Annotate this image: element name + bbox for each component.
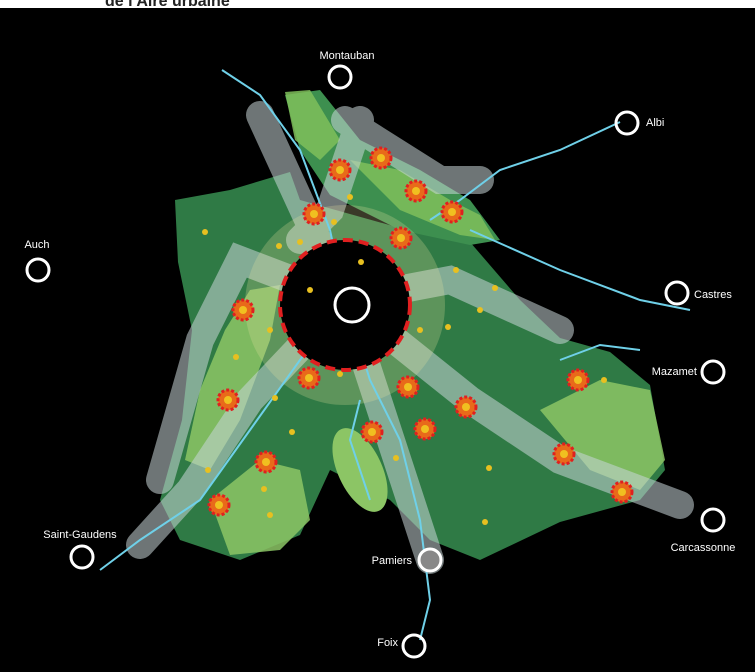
small-towns: [202, 194, 607, 525]
town-dot: [453, 267, 459, 273]
town-dot: [492, 285, 498, 291]
town-dot: [297, 239, 303, 245]
city-label: Mazamet: [652, 366, 697, 378]
pole-core: [574, 376, 582, 384]
town-dot: [261, 486, 267, 492]
town-dot: [486, 465, 492, 471]
light-patch: [350, 160, 495, 240]
town-dot: [393, 455, 399, 461]
city-marker: [417, 547, 443, 573]
town-dot: [233, 354, 239, 360]
city-marker: [700, 359, 726, 385]
pole-core: [462, 403, 470, 411]
corridor: [331, 106, 494, 194]
river: [559, 343, 641, 361]
light-patch: [285, 90, 340, 160]
town-dot: [276, 243, 282, 249]
town-dot: [331, 219, 337, 225]
pole-core: [421, 425, 429, 433]
town-dot: [477, 307, 483, 313]
city-label: Foix: [377, 637, 398, 649]
town-dot: [337, 371, 343, 377]
center-city: [333, 286, 371, 324]
town-dot: [267, 327, 273, 333]
light-patch: [540, 380, 665, 490]
town-dot: [601, 377, 607, 383]
pole-core: [412, 187, 420, 195]
pole-core: [305, 374, 313, 382]
city-label: Albi: [646, 117, 664, 129]
town-dot: [205, 467, 211, 473]
town-dot: [347, 194, 353, 200]
town-dot: [358, 259, 364, 265]
town-dot: [289, 429, 295, 435]
city-marker: [69, 544, 95, 570]
town-dot: [267, 512, 273, 518]
cities: Montauban Albi Auch Castres Mazamet Saint-Gau…: [24, 50, 736, 659]
pole-core: [377, 154, 385, 162]
city-marker: [700, 507, 726, 533]
pole-core: [368, 428, 376, 436]
city-marker: [401, 633, 427, 659]
town-dot: [307, 287, 313, 293]
corridor: [126, 286, 359, 559]
river: [348, 399, 371, 501]
pole-core: [224, 396, 232, 404]
poles: [207, 146, 634, 517]
town-dot: [272, 395, 278, 401]
center-ring: [278, 238, 412, 372]
pole-core: [215, 501, 223, 509]
city-label: Castres: [694, 289, 732, 301]
header-text: de l'Aire urbaine: [105, 0, 230, 10]
town-dot: [482, 519, 488, 525]
city-label: Carcassonne: [671, 542, 736, 554]
city-marker: [664, 280, 690, 306]
city-label: Auch: [24, 239, 49, 251]
city-label: Pamiers: [372, 555, 413, 567]
pole-core: [336, 166, 344, 174]
city-label: Montauban: [319, 50, 374, 62]
pole-core: [239, 306, 247, 314]
light-patch: [185, 285, 280, 470]
pole-core: [448, 208, 456, 216]
town-dot: [202, 229, 208, 235]
city-marker: [327, 64, 353, 90]
pole-core: [618, 488, 626, 496]
pole-core: [560, 450, 568, 458]
city-label: Saint-Gaudens: [43, 529, 117, 541]
pole-core: [404, 383, 412, 391]
pole-core: [262, 458, 270, 466]
town-dot: [417, 327, 423, 333]
pole-core: [397, 234, 405, 242]
light-patch: [210, 460, 310, 555]
pole-core: [310, 210, 318, 218]
river: [469, 229, 691, 311]
city-marker: [614, 110, 640, 136]
header-strip: [0, 0, 755, 8]
city-marker: [25, 257, 51, 283]
town-dot: [445, 324, 451, 330]
corridor: [286, 106, 374, 254]
